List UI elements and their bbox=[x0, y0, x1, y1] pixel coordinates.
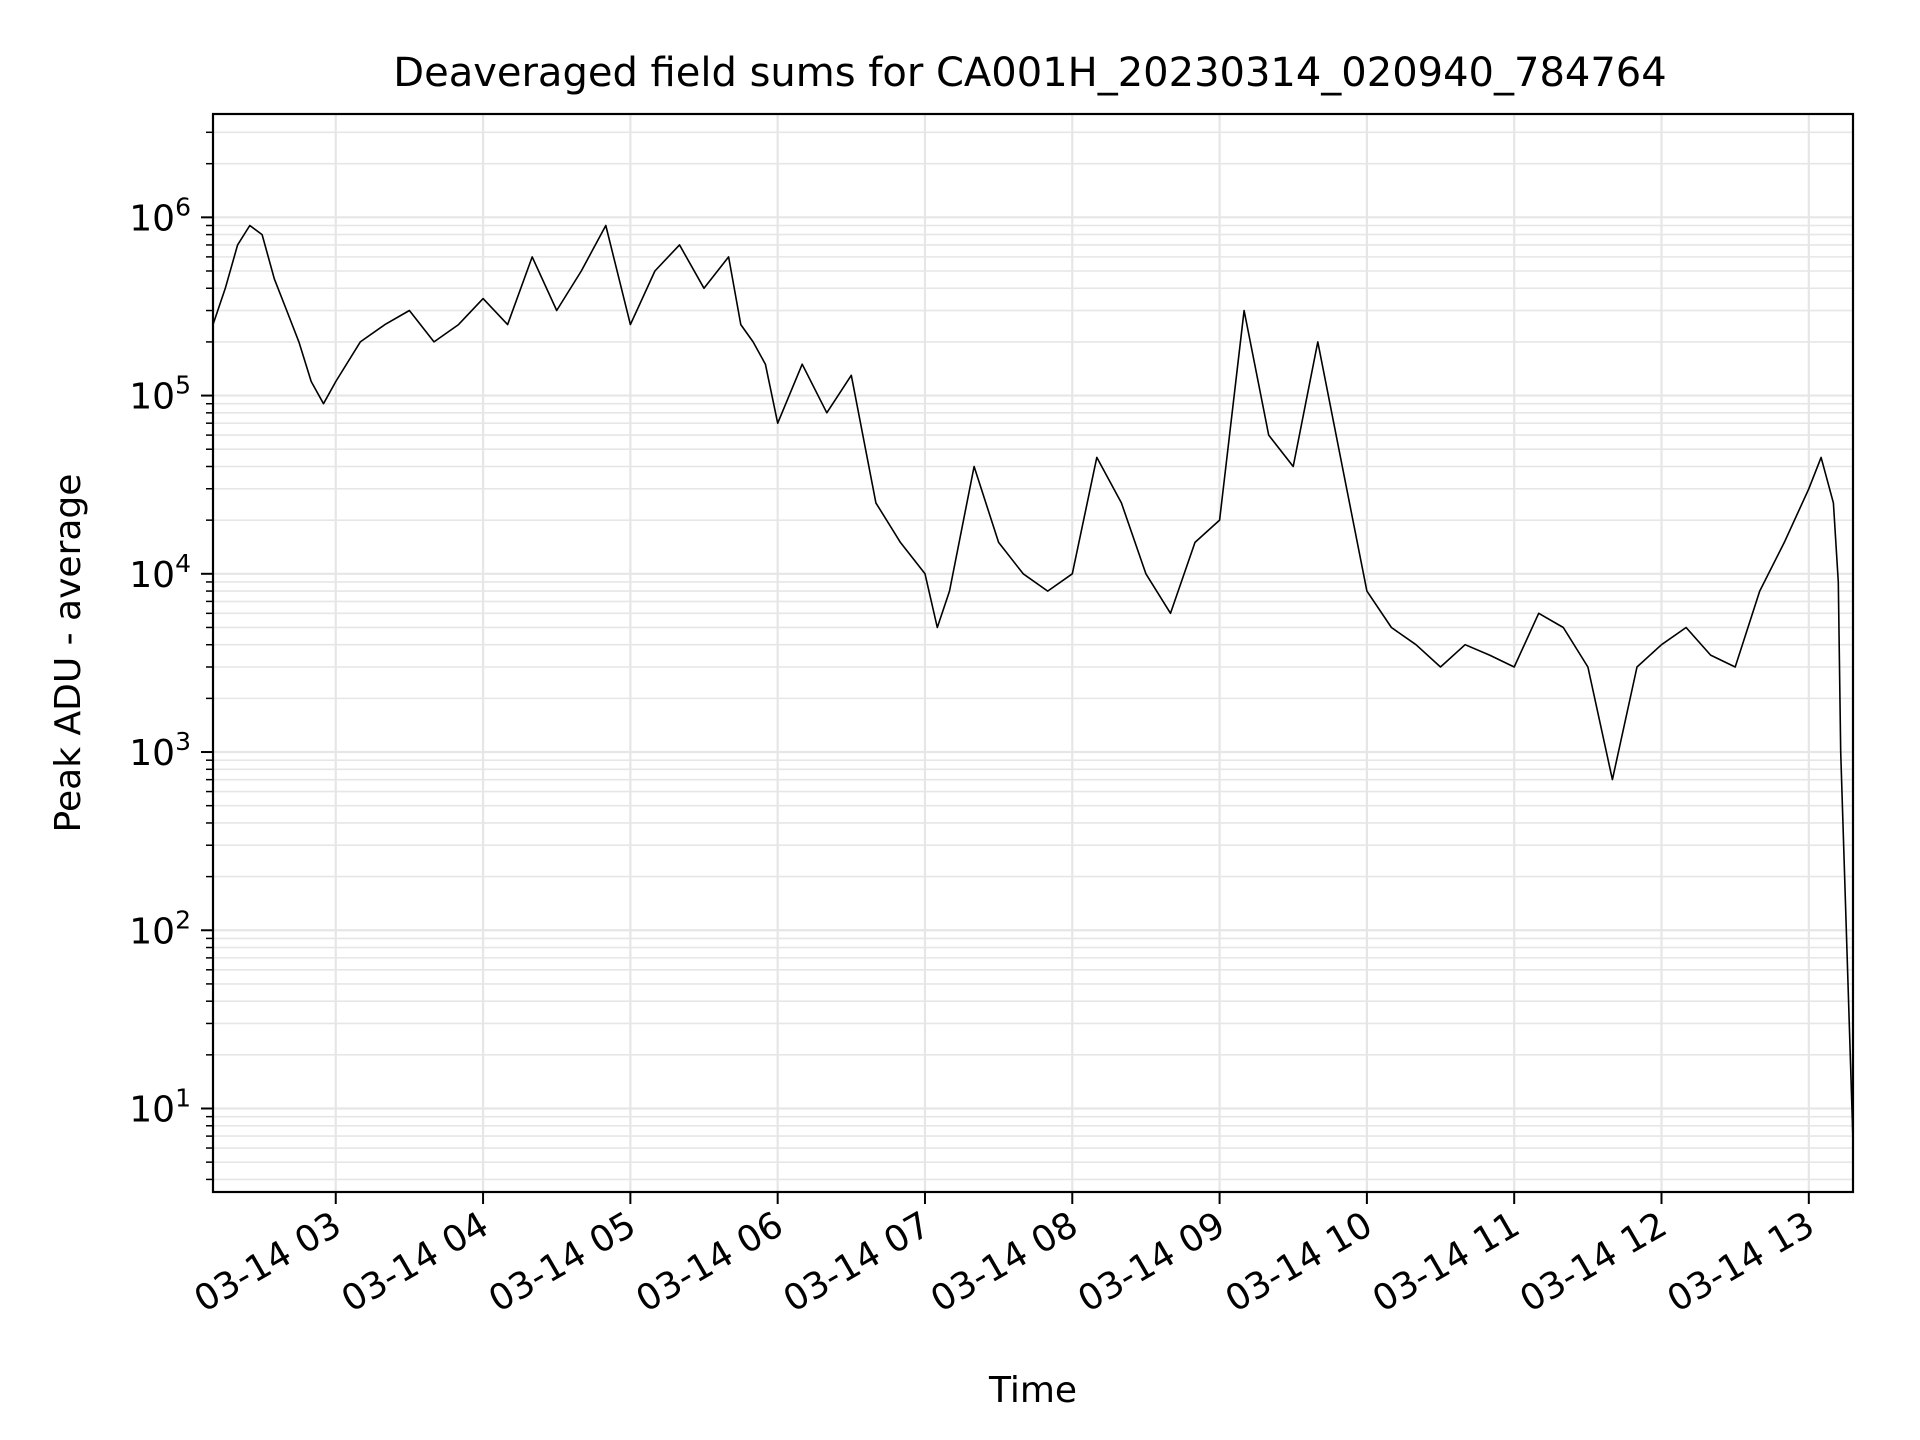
plot-frame bbox=[211, 112, 1855, 1194]
y-tick-label: 106 bbox=[129, 192, 191, 239]
y-tick-label: 101 bbox=[129, 1083, 191, 1130]
minor-gridlines bbox=[213, 131, 1853, 1181]
y-tick-label: 104 bbox=[129, 549, 191, 596]
y-tick-label: 103 bbox=[129, 727, 191, 774]
y-axis-label: Peak ADU - average bbox=[48, 474, 89, 833]
y-tick-label: 105 bbox=[129, 371, 191, 418]
chart-title: Deaveraged field sums for CA001H_2023031… bbox=[393, 50, 1666, 96]
major-gridlines bbox=[213, 114, 1853, 1192]
y-tick-label: 102 bbox=[129, 905, 191, 952]
series-line bbox=[212, 224, 1854, 1142]
x-axis-label: Time bbox=[988, 1370, 1077, 1411]
series-group bbox=[212, 224, 1854, 1142]
